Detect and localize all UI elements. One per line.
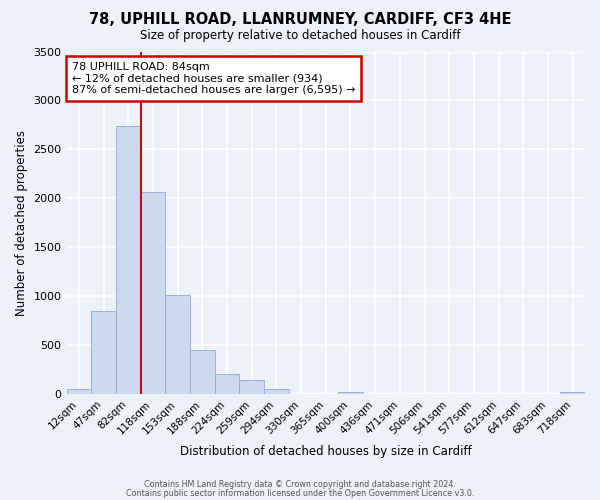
Text: 78 UPHILL ROAD: 84sqm
← 12% of detached houses are smaller (934)
87% of semi-det: 78 UPHILL ROAD: 84sqm ← 12% of detached …: [72, 62, 355, 95]
Bar: [560, 392, 585, 394]
Bar: [215, 374, 239, 394]
Bar: [116, 126, 140, 394]
Text: Contains HM Land Registry data © Crown copyright and database right 2024.: Contains HM Land Registry data © Crown c…: [144, 480, 456, 489]
Bar: [91, 311, 116, 394]
Bar: [165, 296, 190, 394]
Bar: [190, 350, 215, 395]
Bar: [264, 389, 289, 394]
Text: Contains public sector information licensed under the Open Government Licence v3: Contains public sector information licen…: [126, 488, 474, 498]
Bar: [239, 380, 264, 394]
Bar: [67, 389, 91, 394]
Bar: [140, 192, 165, 394]
X-axis label: Distribution of detached houses by size in Cardiff: Distribution of detached houses by size …: [180, 444, 472, 458]
Bar: [338, 392, 363, 394]
Text: 78, UPHILL ROAD, LLANRUMNEY, CARDIFF, CF3 4HE: 78, UPHILL ROAD, LLANRUMNEY, CARDIFF, CF…: [89, 12, 511, 28]
Text: Size of property relative to detached houses in Cardiff: Size of property relative to detached ho…: [140, 29, 460, 42]
Y-axis label: Number of detached properties: Number of detached properties: [15, 130, 28, 316]
